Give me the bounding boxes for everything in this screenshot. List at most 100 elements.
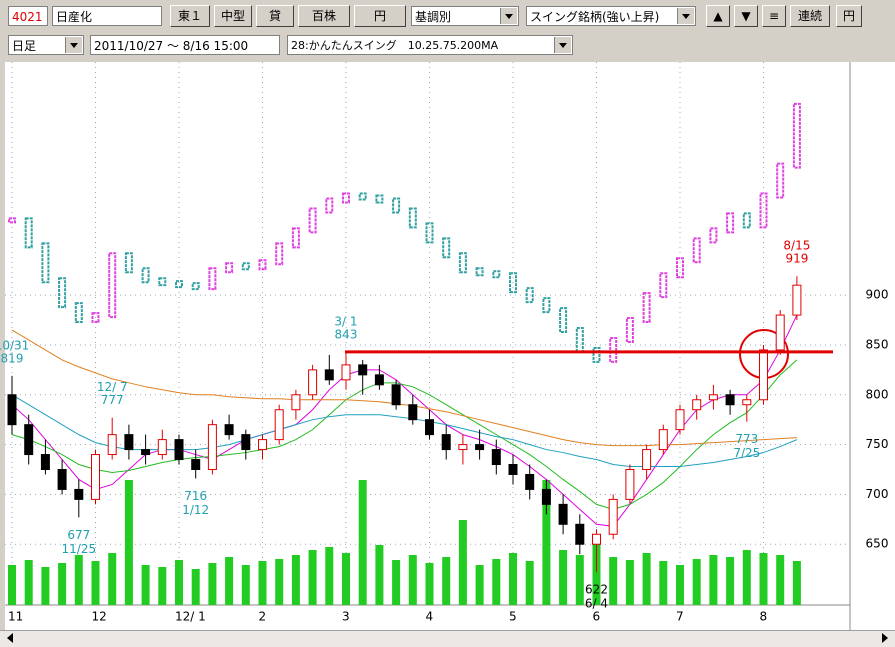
indicator-box — [609, 336, 618, 363]
volume-bar — [759, 553, 768, 605]
market[interactable]: 東１ — [170, 5, 210, 27]
volume-bar — [475, 565, 484, 605]
candle-body — [207, 424, 217, 470]
candle-body — [341, 364, 351, 381]
x-tick-label: 3 — [342, 610, 350, 624]
indicator-box — [776, 162, 785, 199]
candle-body — [625, 468, 635, 500]
candle-body — [258, 439, 267, 451]
volume-bar — [291, 555, 300, 605]
indicator-box — [175, 280, 183, 289]
indicator-box — [358, 192, 367, 201]
scroll-right[interactable] — [882, 633, 893, 643]
annotation-date: 10/31 — [0, 338, 29, 352]
candle-body — [224, 424, 234, 436]
annotation-price: 919 — [785, 252, 808, 266]
indicator-box — [325, 197, 334, 214]
volume-bar — [124, 480, 133, 605]
y-tick-label: 800 — [866, 387, 889, 401]
annotation-date: 6/ 4 — [585, 597, 608, 611]
candle-body — [191, 459, 201, 470]
candle-body — [308, 369, 318, 396]
lending[interactable]: 貸 — [256, 5, 294, 27]
indicator-box — [592, 346, 601, 363]
candle-body — [157, 439, 167, 456]
indicator-box — [158, 277, 167, 287]
volume-bar — [692, 559, 701, 605]
setting-select[interactable]: 28:かんたんスイング 10.25.75.200MA — [287, 35, 573, 55]
x-tick-label: 7 — [676, 610, 684, 624]
candle-body — [491, 449, 501, 466]
scrollbar[interactable] — [0, 630, 895, 647]
candle-body — [692, 399, 702, 411]
candle-body — [425, 419, 434, 436]
candle-body — [408, 404, 418, 421]
y-tick-label: 700 — [866, 487, 889, 501]
screen: スイング銘柄(強い上昇) — [530, 10, 660, 24]
candle-body — [91, 454, 100, 500]
volume-bar — [74, 555, 83, 605]
candle-body — [24, 424, 34, 456]
candle-body — [458, 444, 468, 451]
continuous-button[interactable]: 連続 — [790, 5, 830, 27]
volume-bar — [659, 561, 668, 605]
indicator-box — [124, 252, 133, 274]
currency[interactable]: 円 — [354, 5, 406, 27]
candle-body — [792, 284, 802, 316]
volume-bar — [392, 560, 401, 605]
annotation-date: 11/25 — [62, 542, 97, 556]
indicator-box — [375, 194, 384, 204]
candle-body — [525, 473, 535, 490]
annotation-price: 773 — [735, 432, 758, 446]
indicator-box — [91, 312, 100, 324]
volume-bar — [225, 557, 234, 605]
menu-button[interactable]: ≡ — [762, 5, 786, 27]
x-tick-label: 2 — [259, 610, 267, 624]
candle-body — [575, 523, 585, 545]
candle-body — [775, 314, 785, 351]
setting: 28:かんたんスイング 10.25.75.200MA — [291, 39, 499, 52]
annotation-date: 8/15 — [783, 239, 810, 253]
moving-average — [11, 314, 798, 527]
up-button[interactable]: ▲ — [706, 5, 730, 27]
volume-bar — [542, 480, 551, 605]
indicator-box — [509, 272, 517, 294]
indicator-box — [225, 262, 234, 274]
volume-bar — [425, 563, 434, 605]
yen-button[interactable]: 円 — [836, 5, 862, 27]
period-select[interactable]: 日足 — [8, 35, 84, 55]
volume-bar — [24, 560, 33, 605]
candle-body — [141, 449, 151, 456]
size[interactable]: 中型 — [214, 5, 252, 27]
annotation-date: 12/ 7 — [97, 380, 128, 394]
volume-bar — [141, 565, 150, 605]
volume-bar — [676, 565, 684, 605]
indicator-box — [442, 237, 451, 259]
candle-body — [475, 444, 485, 451]
annotation-date: 1/12 — [182, 503, 209, 517]
indicator-box — [642, 292, 651, 324]
candle-body — [558, 503, 568, 525]
scroll-left[interactable] — [2, 633, 13, 643]
volume-bar — [58, 563, 67, 605]
volume-bar — [509, 553, 517, 605]
volume-bar — [776, 555, 785, 605]
unit[interactable]: 百株 — [298, 5, 350, 27]
x-tick-label: 12/ 1 — [175, 610, 206, 624]
candle-body — [274, 409, 284, 441]
down-button[interactable]: ▼ — [734, 5, 758, 27]
volume-bar — [559, 550, 568, 605]
code[interactable]: 4021 — [8, 6, 48, 26]
annotation-price: 777 — [101, 393, 124, 407]
volume-bar — [375, 545, 384, 605]
volume-bar — [158, 567, 167, 605]
candle-body — [642, 449, 652, 470]
screen-select[interactable]: スイング銘柄(強い上昇) — [526, 6, 696, 26]
mode-select[interactable]: 基調別 — [411, 6, 519, 26]
indicator-box — [208, 267, 217, 291]
indicator-box — [659, 272, 668, 299]
indicator-box — [792, 102, 801, 169]
candle-body — [441, 434, 451, 451]
volume-bar — [275, 559, 284, 605]
period: 日足 — [12, 39, 37, 53]
